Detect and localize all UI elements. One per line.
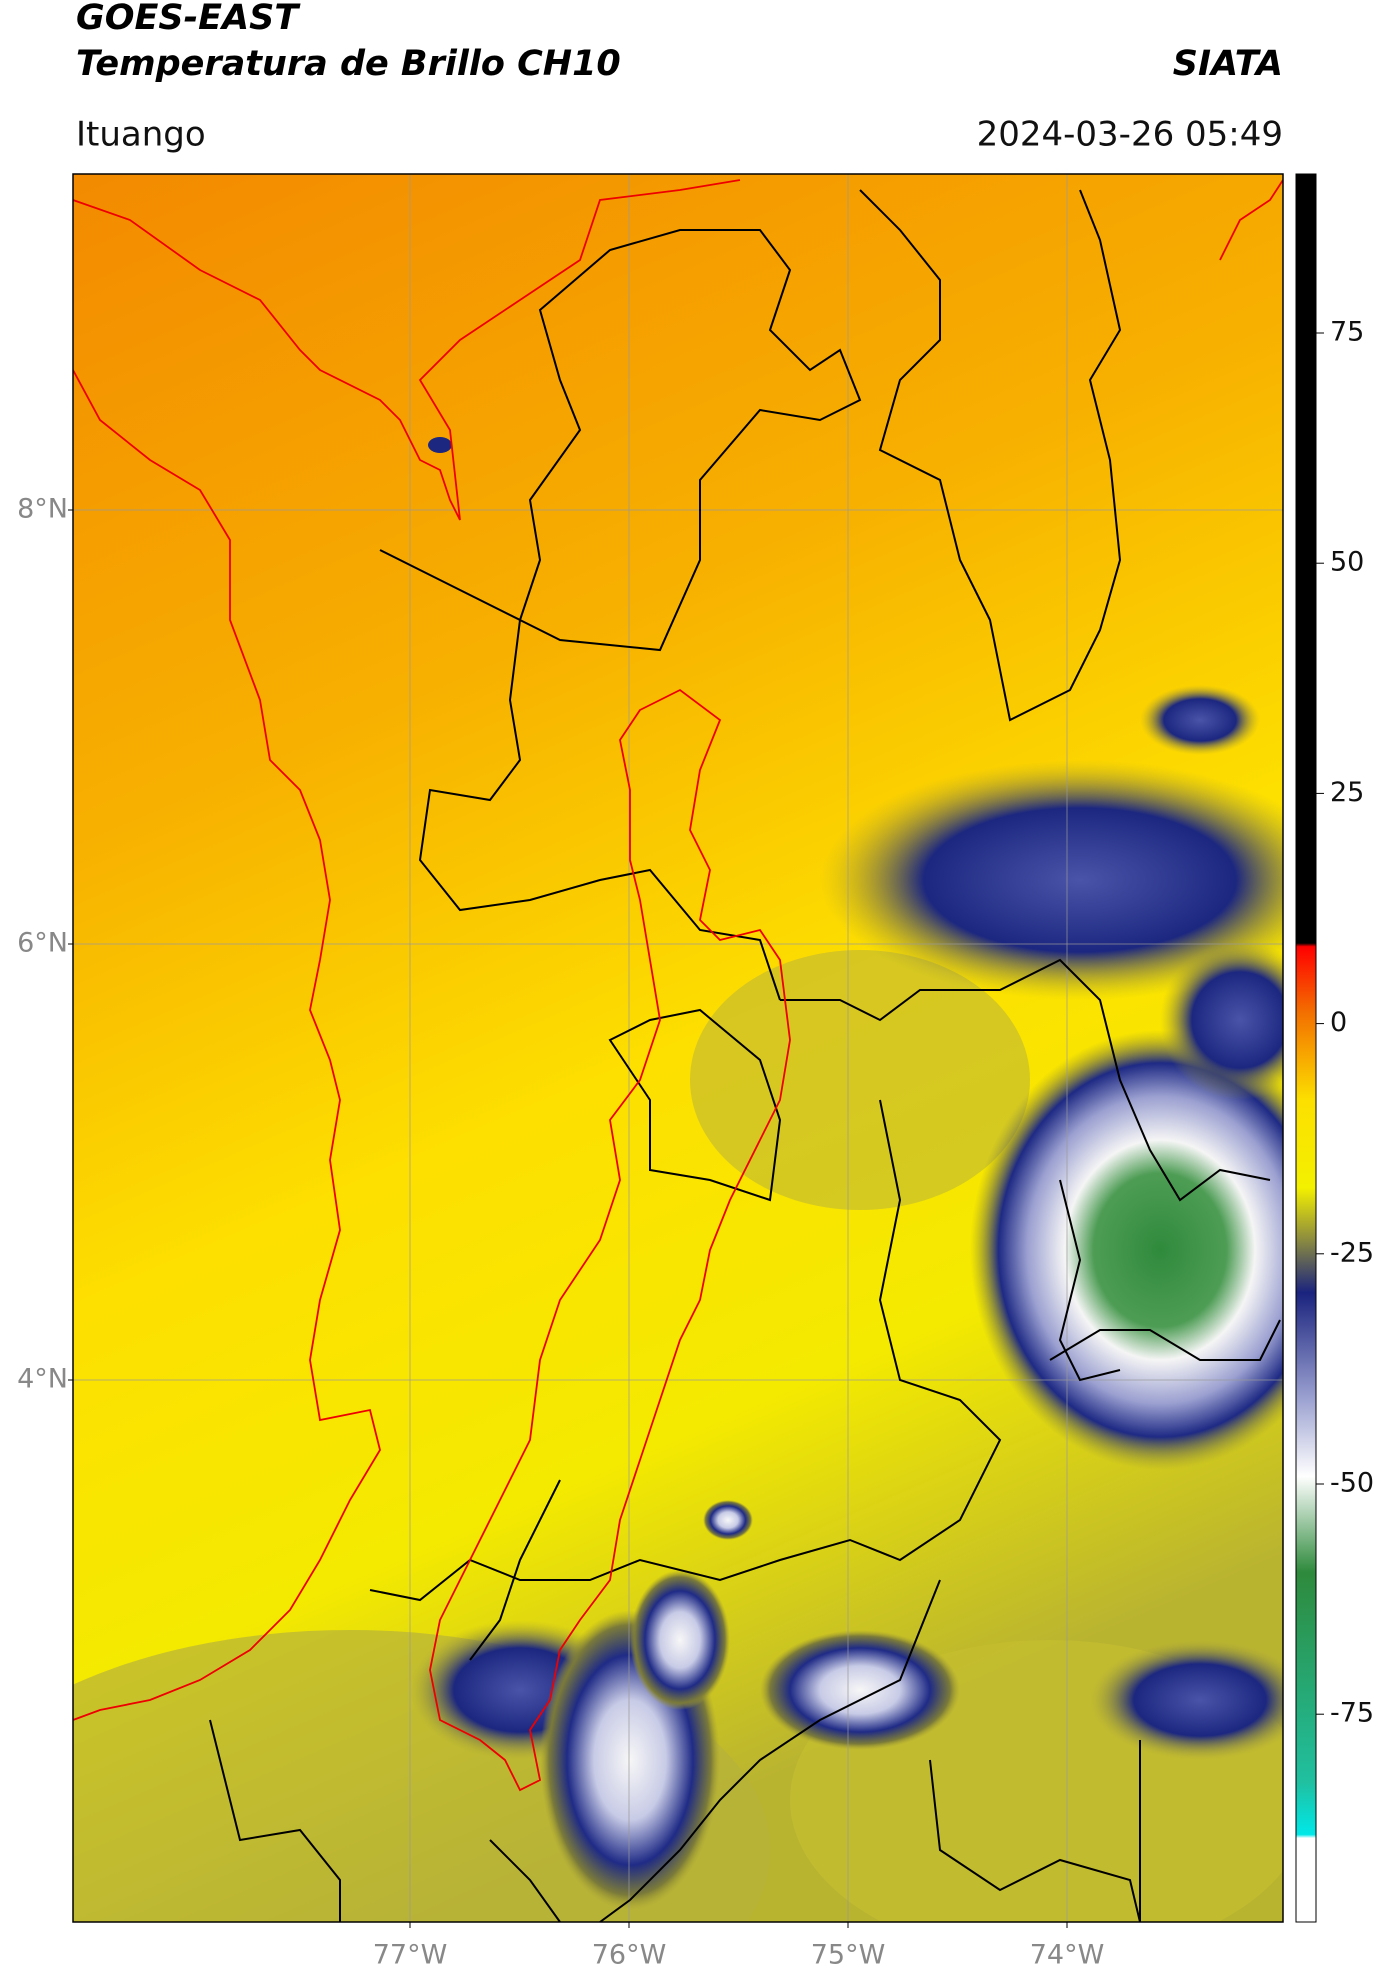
lat-label: 6°N bbox=[17, 928, 68, 959]
colorbar-label: 0 bbox=[1330, 1007, 1347, 1038]
colorbar-label: -25 bbox=[1330, 1237, 1374, 1268]
colorbar-label: 25 bbox=[1330, 777, 1364, 808]
longitude-labels: 77°W 76°W 75°W 74°W bbox=[373, 1922, 1105, 1971]
colorbar-label: 75 bbox=[1330, 317, 1364, 348]
map-image bbox=[73, 174, 1283, 1922]
latitude-labels: 8°N 6°N 4°N bbox=[17, 494, 73, 1395]
lat-label: 8°N bbox=[17, 494, 68, 525]
lon-label: 77°W bbox=[373, 1940, 448, 1971]
timestamp: 2024-03-26 05:49 bbox=[977, 115, 1283, 155]
colorbar-label: -75 bbox=[1330, 1698, 1374, 1729]
subtitle: Temperatura de Brillo CH10 bbox=[76, 44, 621, 84]
title: GOES-EAST bbox=[76, 0, 301, 38]
boundaries bbox=[73, 179, 1283, 1922]
colorbar bbox=[1295, 173, 1317, 1923]
lat-label: 4°N bbox=[17, 1364, 68, 1395]
lon-label: 76°W bbox=[592, 1940, 667, 1971]
location: Ituango bbox=[76, 115, 206, 155]
lon-label: 74°W bbox=[1030, 1940, 1105, 1971]
colorbar-ticks: 75 50 25 0 -25 -50 -75 bbox=[1316, 317, 1374, 1729]
source: SIATA bbox=[1173, 44, 1283, 84]
colorbar-label: 50 bbox=[1330, 547, 1364, 578]
lon-label: 75°W bbox=[811, 1940, 886, 1971]
colorbar-label: -50 bbox=[1330, 1468, 1374, 1499]
map-frame bbox=[72, 173, 1284, 1923]
